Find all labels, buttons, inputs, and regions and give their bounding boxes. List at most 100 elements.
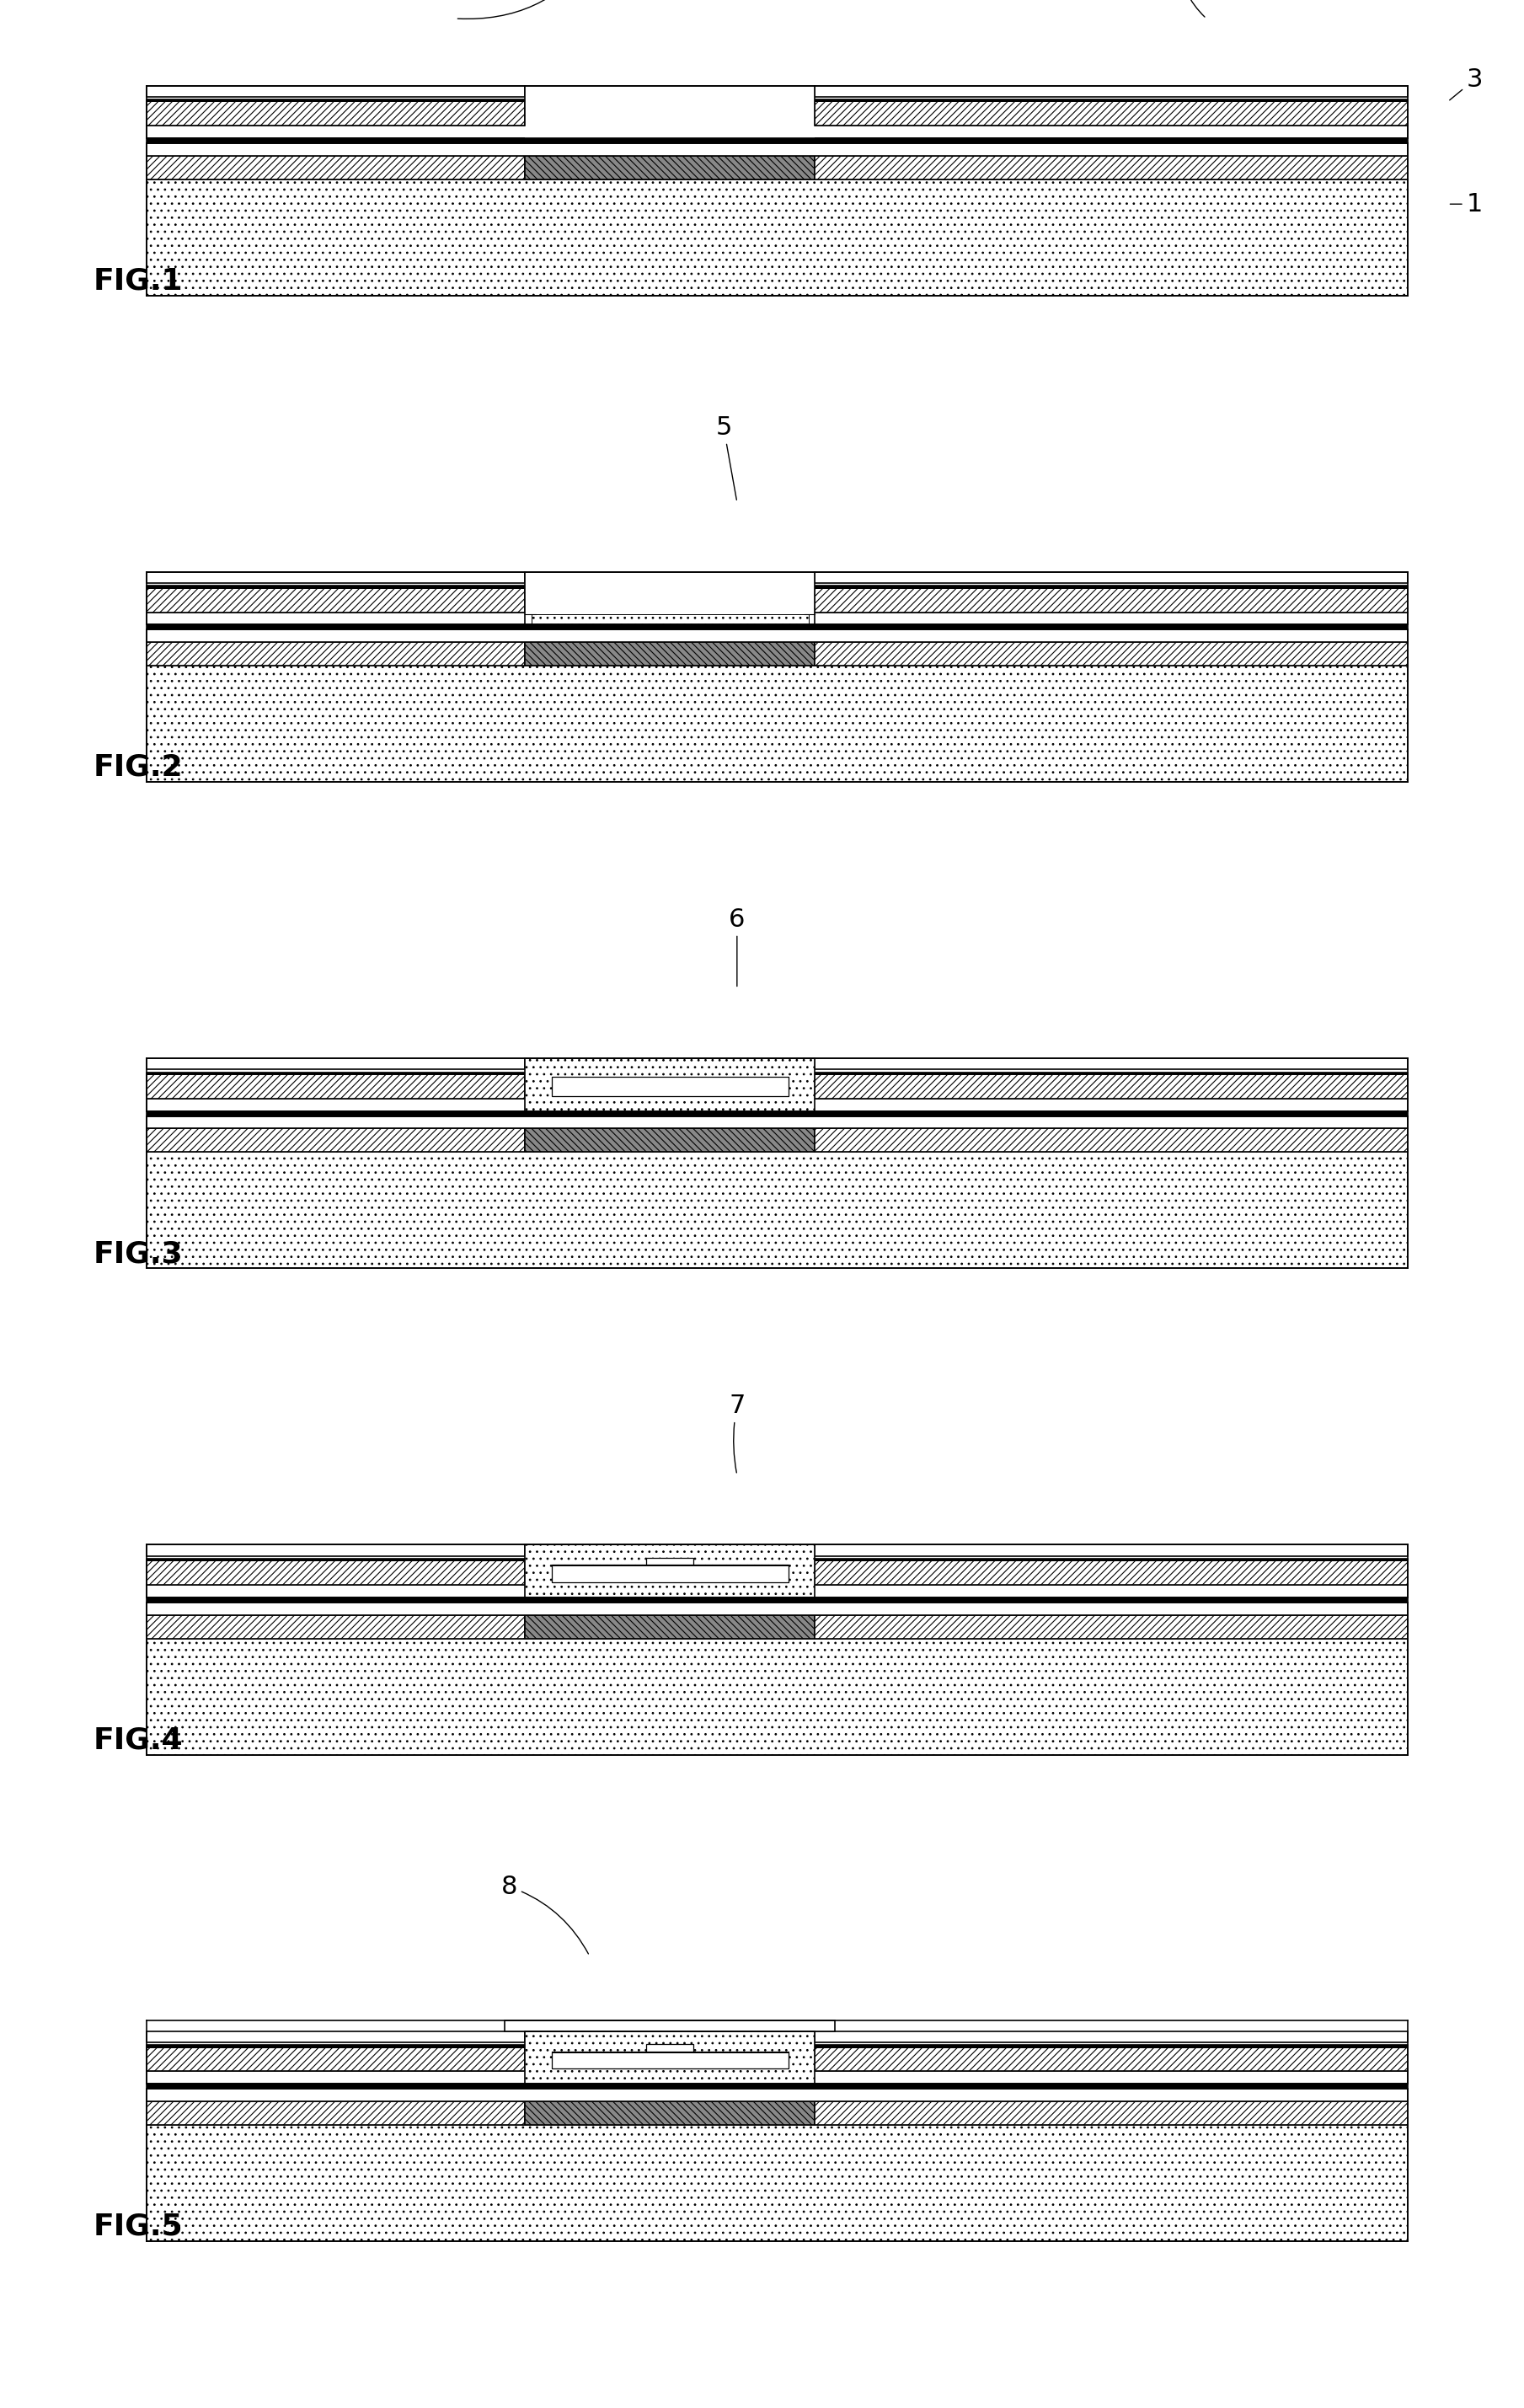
Bar bbox=[815, 87, 1408, 96]
Bar bbox=[146, 1151, 1408, 1269]
Bar bbox=[146, 1115, 1408, 1129]
Bar bbox=[526, 2032, 815, 2083]
Bar bbox=[815, 157, 1408, 178]
Bar bbox=[815, 573, 1408, 583]
Bar bbox=[146, 125, 1408, 137]
Bar bbox=[815, 1060, 1408, 1069]
Text: FIG.1: FIG.1 bbox=[93, 267, 183, 296]
Bar bbox=[146, 585, 526, 588]
Bar bbox=[146, 2044, 526, 2047]
Bar bbox=[815, 2032, 1408, 2042]
Bar bbox=[146, 612, 1408, 624]
Bar bbox=[526, 1129, 815, 1151]
Bar bbox=[815, 1558, 1408, 1560]
Bar bbox=[526, 1546, 815, 1597]
Bar bbox=[146, 2102, 526, 2124]
Bar bbox=[146, 1597, 1408, 1601]
Bar bbox=[146, 1637, 1408, 1755]
Bar bbox=[815, 2044, 1408, 2071]
Bar bbox=[146, 178, 1408, 296]
Bar bbox=[526, 87, 815, 125]
Bar bbox=[646, 1558, 693, 1565]
Text: FIG.3: FIG.3 bbox=[93, 1240, 183, 1269]
Bar bbox=[146, 178, 1408, 296]
Bar bbox=[146, 1072, 526, 1074]
Text: 2: 2 bbox=[457, 0, 611, 19]
Bar bbox=[815, 573, 1408, 583]
Text: FIG.5: FIG.5 bbox=[93, 2213, 183, 2242]
Bar bbox=[146, 665, 1408, 783]
Bar bbox=[146, 1601, 1408, 1616]
Bar bbox=[815, 99, 1408, 125]
Bar bbox=[815, 87, 1408, 96]
Bar bbox=[146, 628, 1408, 643]
Bar bbox=[146, 1546, 526, 1556]
Bar bbox=[146, 142, 1408, 157]
Text: 8: 8 bbox=[501, 1873, 588, 1953]
Bar bbox=[815, 1546, 1408, 1556]
Bar bbox=[146, 157, 526, 178]
Bar bbox=[146, 643, 526, 665]
Bar bbox=[146, 87, 526, 96]
Bar bbox=[815, 2044, 1408, 2047]
Bar bbox=[146, 1584, 1408, 1597]
Bar bbox=[815, 643, 1408, 665]
Bar bbox=[146, 1060, 526, 1069]
Bar bbox=[146, 2088, 1408, 2102]
Bar bbox=[815, 585, 1408, 588]
Bar bbox=[146, 1129, 526, 1151]
Bar bbox=[146, 99, 526, 125]
Bar bbox=[146, 1098, 1408, 1110]
Bar bbox=[815, 1616, 1408, 1637]
Text: 7: 7 bbox=[728, 1394, 745, 1474]
Bar bbox=[146, 1616, 526, 1637]
Bar bbox=[526, 157, 815, 178]
Bar bbox=[646, 1558, 693, 1565]
Bar bbox=[526, 2102, 815, 2124]
Bar bbox=[146, 142, 1408, 157]
Bar bbox=[815, 2044, 1408, 2071]
Bar bbox=[526, 157, 815, 178]
Bar bbox=[504, 2020, 835, 2032]
Bar bbox=[526, 125, 815, 137]
Bar bbox=[526, 1060, 815, 1110]
Bar bbox=[146, 1601, 1408, 1616]
Bar bbox=[146, 2124, 1408, 2242]
Bar bbox=[146, 624, 1408, 628]
Bar bbox=[526, 2102, 815, 2124]
Bar bbox=[146, 2071, 1408, 2083]
Bar bbox=[532, 614, 808, 624]
Bar bbox=[552, 2052, 788, 2068]
Text: 1: 1 bbox=[1451, 193, 1483, 217]
Bar bbox=[815, 1546, 1408, 1556]
Bar bbox=[146, 1129, 526, 1151]
Bar bbox=[815, 1060, 1408, 1069]
Bar bbox=[526, 1546, 815, 1597]
Bar bbox=[532, 614, 808, 624]
Text: FIG.4: FIG.4 bbox=[93, 1727, 183, 1755]
Bar bbox=[815, 99, 1408, 101]
Bar bbox=[815, 1072, 1408, 1098]
Text: 5: 5 bbox=[715, 414, 736, 501]
Bar bbox=[815, 99, 1408, 125]
Bar bbox=[146, 2083, 1408, 2088]
Bar bbox=[146, 573, 526, 583]
Bar bbox=[146, 1110, 1408, 1115]
Bar bbox=[552, 1076, 788, 1096]
Bar bbox=[526, 1616, 815, 1637]
Bar bbox=[146, 99, 526, 125]
Bar bbox=[526, 1616, 815, 1637]
Bar bbox=[552, 2052, 788, 2068]
Bar bbox=[146, 628, 1408, 643]
Bar bbox=[526, 2032, 815, 2083]
Bar bbox=[146, 2102, 526, 2124]
Bar bbox=[504, 2020, 835, 2032]
Bar bbox=[146, 1558, 526, 1584]
Bar bbox=[146, 1060, 526, 1069]
Bar bbox=[526, 1060, 815, 1110]
Bar bbox=[146, 1616, 526, 1637]
Bar bbox=[146, 665, 1408, 783]
Bar bbox=[815, 585, 1408, 612]
Bar bbox=[815, 1072, 1408, 1074]
Bar bbox=[146, 1584, 1408, 1597]
